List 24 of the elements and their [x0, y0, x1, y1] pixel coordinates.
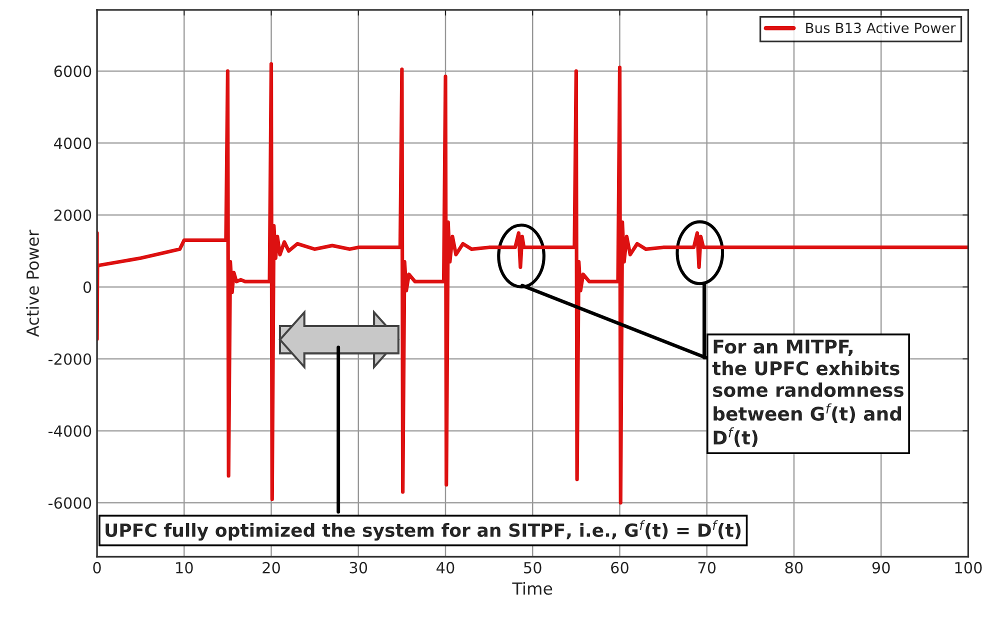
x-tick-label: 60	[611, 562, 628, 574]
y-tick-label: -2000	[48, 353, 92, 365]
y-tick-label: 0	[83, 281, 92, 293]
y-tick-label: 6000	[54, 66, 92, 78]
x-tick-label: 90	[872, 562, 890, 574]
legend-label: Bus B13 Active Power	[806, 22, 956, 34]
x-axis-title: Time	[512, 582, 552, 595]
y-axis-title: Active Power	[26, 230, 39, 337]
x-tick-label: 10	[176, 562, 193, 574]
y-tick-label: 2000	[54, 209, 92, 222]
x-tick-label: 30	[350, 562, 368, 574]
x-tick-label: 40	[436, 562, 454, 574]
x-tick-label: 50	[524, 562, 542, 574]
line-series	[97, 62, 968, 505]
y-tick-label: -4000	[48, 425, 92, 437]
y-tick-label: -6000	[48, 497, 92, 509]
x-tick-label: 100	[955, 562, 982, 574]
x-tick-label: 20	[262, 562, 280, 574]
annotation: UPFC fully optimized the system for an SITPF, i.e., G$^{f}$(t) = D$^{f}$(t)	[106, 520, 741, 541]
y-tick-label: 4000	[54, 138, 92, 150]
x-tick-label: 0	[93, 562, 101, 574]
x-tick-label: 70	[698, 562, 716, 574]
text: For an MITPF, the UPFC exhibits some randomness between G$^{f}$(t) and D$^{f}$(t)	[712, 340, 904, 447]
x-tick-label: 80	[785, 562, 803, 574]
